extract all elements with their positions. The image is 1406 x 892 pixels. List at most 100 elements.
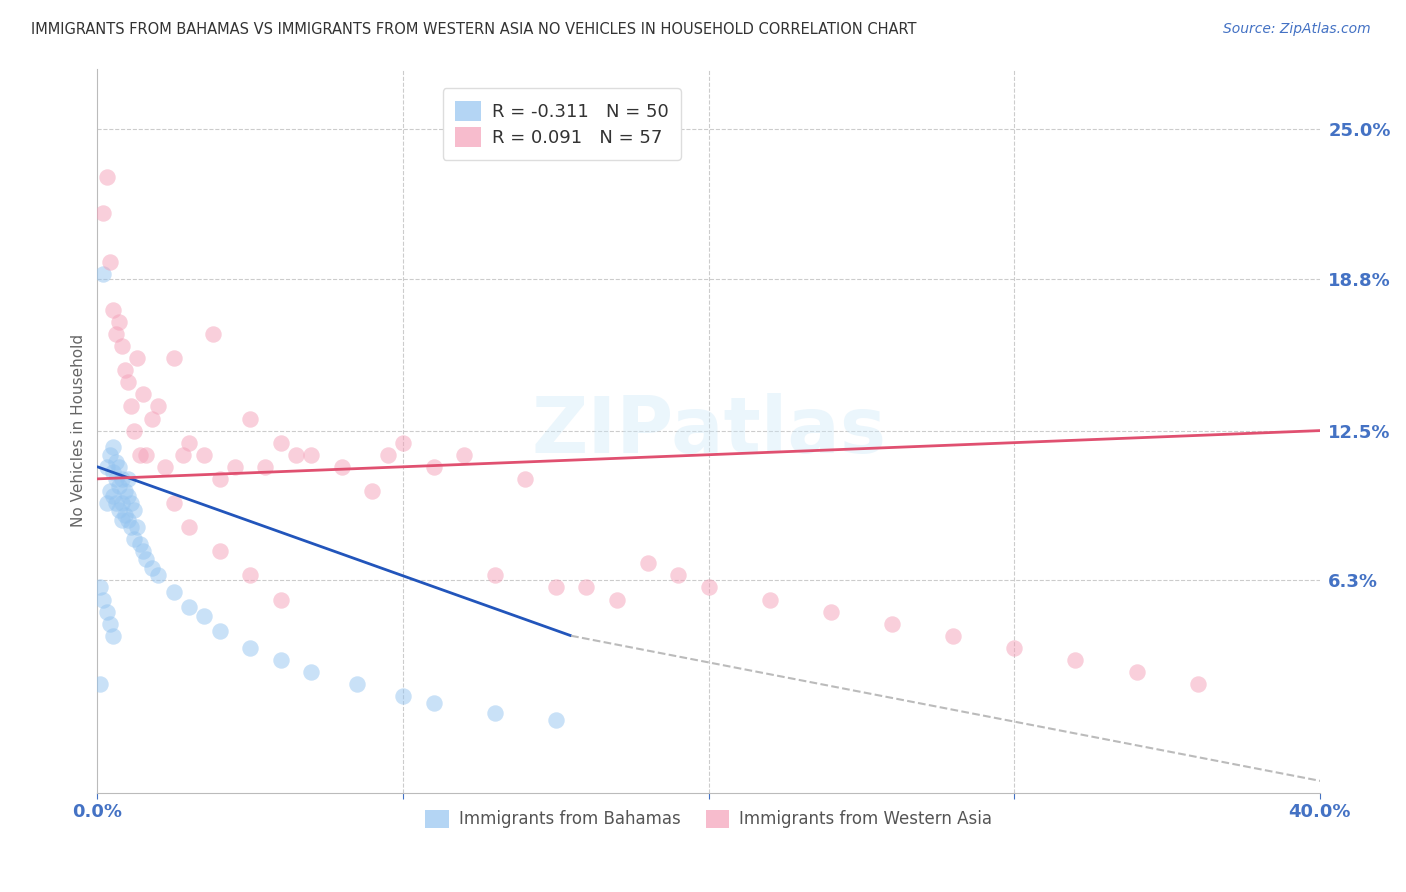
Point xyxy=(104,326,127,341)
Point xyxy=(758,592,780,607)
Point xyxy=(89,581,111,595)
Point xyxy=(575,581,598,595)
Point xyxy=(361,483,384,498)
Point xyxy=(93,592,115,607)
Point xyxy=(942,629,965,643)
Point xyxy=(107,459,129,474)
Point xyxy=(107,503,129,517)
Text: ZIPatlas: ZIPatlas xyxy=(531,392,886,468)
Point xyxy=(544,581,567,595)
Point xyxy=(111,339,134,353)
Point xyxy=(104,472,127,486)
Point xyxy=(208,472,231,486)
Point xyxy=(193,609,215,624)
Point xyxy=(125,351,148,366)
Point xyxy=(377,448,399,462)
Point xyxy=(117,513,139,527)
Point xyxy=(1064,653,1087,667)
Point xyxy=(177,435,200,450)
Point xyxy=(422,459,444,474)
Point xyxy=(114,483,136,498)
Point xyxy=(453,448,475,462)
Point xyxy=(117,489,139,503)
Point xyxy=(101,489,124,503)
Point xyxy=(107,315,129,329)
Point xyxy=(98,483,121,498)
Point xyxy=(637,557,659,571)
Point xyxy=(114,363,136,377)
Point xyxy=(117,472,139,486)
Point xyxy=(177,520,200,534)
Point xyxy=(101,629,124,643)
Point xyxy=(270,653,292,667)
Point xyxy=(544,713,567,727)
Point xyxy=(111,472,134,486)
Point xyxy=(163,585,186,599)
Point xyxy=(1125,665,1147,679)
Point xyxy=(135,551,157,566)
Point xyxy=(104,455,127,469)
Point xyxy=(153,459,176,474)
Point xyxy=(111,496,134,510)
Point xyxy=(135,448,157,462)
Point xyxy=(120,520,142,534)
Point xyxy=(122,503,145,517)
Point xyxy=(122,424,145,438)
Point xyxy=(285,448,308,462)
Point xyxy=(120,496,142,510)
Point xyxy=(270,592,292,607)
Point xyxy=(104,496,127,510)
Point xyxy=(270,435,292,450)
Point xyxy=(96,170,118,185)
Point xyxy=(299,665,322,679)
Point xyxy=(208,624,231,638)
Point xyxy=(98,254,121,268)
Point xyxy=(122,532,145,546)
Point xyxy=(89,677,111,691)
Point xyxy=(132,544,155,558)
Point xyxy=(125,520,148,534)
Point xyxy=(114,508,136,522)
Point xyxy=(98,448,121,462)
Point xyxy=(820,605,842,619)
Point xyxy=(239,640,262,655)
Point xyxy=(148,568,170,582)
Point xyxy=(101,302,124,317)
Point xyxy=(101,465,124,479)
Point xyxy=(111,513,134,527)
Point xyxy=(172,448,194,462)
Point xyxy=(299,448,322,462)
Point xyxy=(163,351,186,366)
Point xyxy=(515,472,537,486)
Point xyxy=(93,206,115,220)
Point xyxy=(484,568,506,582)
Point xyxy=(117,376,139,390)
Point xyxy=(224,459,246,474)
Point xyxy=(107,479,129,493)
Point xyxy=(101,441,124,455)
Point xyxy=(484,706,506,720)
Point xyxy=(120,400,142,414)
Point xyxy=(422,697,444,711)
Point xyxy=(132,387,155,401)
Point xyxy=(141,411,163,425)
Text: IMMIGRANTS FROM BAHAMAS VS IMMIGRANTS FROM WESTERN ASIA NO VEHICLES IN HOUSEHOLD: IMMIGRANTS FROM BAHAMAS VS IMMIGRANTS FR… xyxy=(31,22,917,37)
Point xyxy=(606,592,628,607)
Point xyxy=(1187,677,1209,691)
Point xyxy=(254,459,277,474)
Point xyxy=(148,400,170,414)
Point xyxy=(346,677,368,691)
Text: Source: ZipAtlas.com: Source: ZipAtlas.com xyxy=(1223,22,1371,37)
Point xyxy=(129,448,152,462)
Point xyxy=(141,561,163,575)
Point xyxy=(93,267,115,281)
Point xyxy=(880,616,903,631)
Point xyxy=(239,411,262,425)
Point xyxy=(193,448,215,462)
Point xyxy=(98,616,121,631)
Point xyxy=(96,605,118,619)
Point xyxy=(96,459,118,474)
Point xyxy=(239,568,262,582)
Point xyxy=(208,544,231,558)
Point xyxy=(392,689,415,703)
